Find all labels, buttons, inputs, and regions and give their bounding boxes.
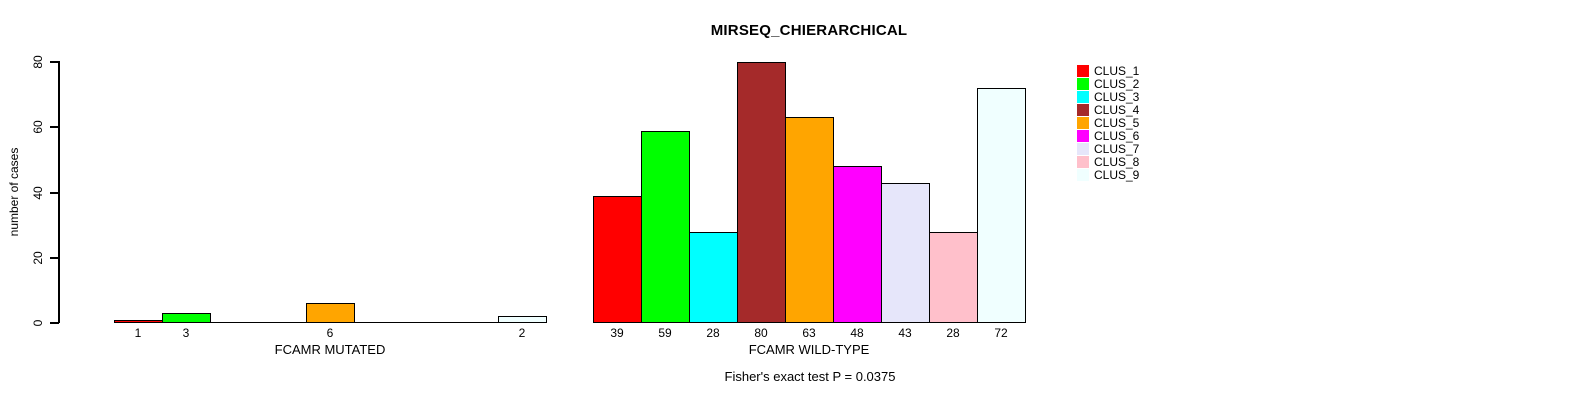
bar-value-label: 28 — [946, 326, 960, 340]
bar-clus_9 — [498, 316, 547, 323]
bar-value-label: 39 — [610, 326, 624, 340]
bar-zero-clus_6 — [354, 322, 403, 323]
bar-value-label: 6 — [326, 326, 334, 340]
fisher-test-annotation: Fisher's exact test P = 0.0375 — [724, 369, 896, 384]
bar-clus_5 — [306, 303, 355, 323]
legend-swatch — [1077, 103, 1089, 116]
y-tick-label: 0 — [31, 319, 45, 327]
legend-swatch — [1077, 143, 1089, 156]
chart-title: MIRSEQ_CHIERARCHICAL — [710, 22, 908, 39]
legend-item-clus_2: CLUS_2 — [1077, 77, 1139, 90]
legend-item-clus_5: CLUS_5 — [1077, 116, 1139, 129]
bar-value-label: 1 — [134, 326, 142, 340]
group-label: FCAMR WILD-TYPE — [748, 342, 870, 357]
legend-item-clus_7: CLUS_7 — [1077, 143, 1139, 156]
legend-label: CLUS_8 — [1094, 155, 1140, 170]
legend-label: CLUS_1 — [1094, 63, 1140, 78]
group-label: FCAMR MUTATED — [274, 342, 386, 357]
legend-swatch — [1077, 156, 1089, 169]
bar-value-label: 28 — [706, 326, 720, 340]
bar-clus_1 — [593, 196, 642, 323]
bar-zero-clus_3 — [210, 322, 259, 323]
y-tick-mark — [50, 191, 59, 194]
bar-clus_9 — [977, 88, 1026, 323]
bar-clus_2 — [162, 313, 211, 323]
bar-value-label: 48 — [850, 326, 864, 340]
bar-value-label: 72 — [994, 326, 1008, 340]
legend-item-clus_9: CLUS_9 — [1077, 169, 1139, 182]
y-tick-label: 20 — [31, 251, 45, 265]
legend-label: CLUS_4 — [1094, 102, 1140, 117]
bar-zero-clus_4 — [258, 322, 307, 323]
y-axis-label: number of cases — [7, 147, 21, 237]
bar-value-label: 43 — [898, 326, 912, 340]
legend-swatch — [1077, 77, 1089, 90]
bar-value-label: 2 — [518, 326, 526, 340]
y-axis-line — [58, 61, 60, 323]
y-tick-label: 40 — [31, 185, 45, 200]
bar-clus_1 — [114, 320, 163, 323]
legend-swatch — [1077, 169, 1089, 182]
legend-item-clus_1: CLUS_1 — [1077, 64, 1139, 77]
legend-label: CLUS_2 — [1094, 76, 1140, 91]
legend-swatch — [1077, 64, 1089, 77]
legend-label: CLUS_3 — [1094, 89, 1140, 104]
legend-label: CLUS_6 — [1094, 129, 1140, 144]
bar-value-label: 3 — [182, 326, 190, 340]
legend-swatch — [1077, 130, 1089, 143]
legend-item-clus_6: CLUS_6 — [1077, 129, 1140, 144]
y-tick-mark — [50, 61, 59, 63]
legend-label: CLUS_9 — [1094, 168, 1140, 183]
legend-item-clus_3: CLUS_3 — [1077, 90, 1139, 103]
bar-value-label: 63 — [802, 326, 816, 340]
y-tick-mark — [50, 126, 59, 129]
legend-swatch — [1077, 90, 1089, 103]
legend-item-clus_4: CLUS_4 — [1077, 103, 1139, 116]
bar-value-label: 59 — [658, 326, 672, 340]
bar-clus_6 — [833, 166, 882, 323]
y-tick-mark — [50, 256, 59, 259]
y-tick-label: 60 — [31, 120, 45, 134]
bar-clus_5 — [785, 117, 834, 323]
bar-clus_8 — [929, 232, 978, 323]
bar-clus_2 — [641, 131, 690, 323]
bar-clus_3 — [689, 232, 738, 323]
legend-label: CLUS_5 — [1094, 115, 1140, 130]
bar-clus_7 — [881, 183, 930, 323]
legend-item-clus_8: CLUS_8 — [1077, 156, 1139, 169]
bar-zero-clus_8 — [450, 322, 499, 323]
y-tick-label: 80 — [31, 55, 45, 69]
bar-value-label: 80 — [754, 326, 768, 340]
legend-swatch — [1077, 116, 1089, 129]
legend: CLUS_1 CLUS_2 CLUS_3 CLUS_4 CLUS_5 CLUS_6 CLUS… — [1077, 64, 1139, 182]
bar-zero-clus_7 — [402, 322, 451, 323]
legend-label: CLUS_7 — [1094, 142, 1140, 157]
bar-clus_4 — [737, 62, 786, 323]
y-tick-mark — [50, 322, 59, 324]
